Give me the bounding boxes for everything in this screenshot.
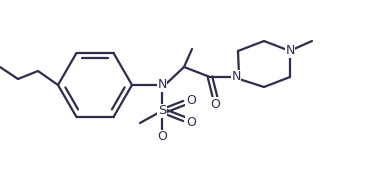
Text: O: O	[186, 93, 196, 107]
Text: N: N	[285, 44, 295, 57]
Text: N: N	[157, 79, 167, 92]
Text: S: S	[158, 104, 166, 117]
Text: O: O	[157, 130, 167, 143]
Text: O: O	[186, 116, 196, 129]
Text: O: O	[210, 98, 220, 111]
Text: N: N	[231, 71, 241, 84]
